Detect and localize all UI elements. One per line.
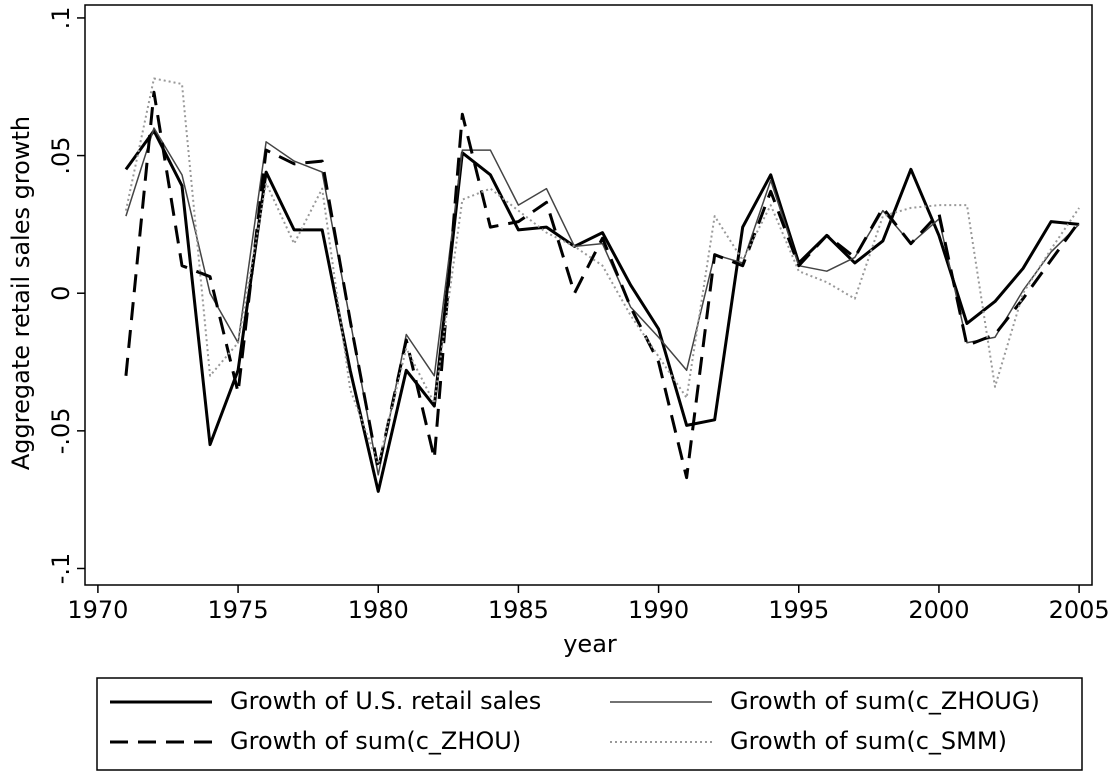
x-tick-label: 1975 — [208, 596, 269, 624]
x-axis-label: year — [563, 630, 617, 658]
x-tick-label: 1980 — [348, 596, 409, 624]
legend-label: Growth of sum(c_ZHOU) — [230, 727, 521, 755]
x-tick-label: 1985 — [488, 596, 549, 624]
y-tick-label: -.1 — [47, 553, 75, 585]
x-tick-label: 1990 — [628, 596, 689, 624]
legend-box — [96, 677, 1083, 771]
y-axis-label: Aggregate retail sales growth — [7, 116, 35, 470]
legend-label: Growth of U.S. retail sales — [230, 687, 541, 715]
y-tick-label: 0 — [47, 286, 75, 301]
x-tick-label: 2000 — [908, 596, 969, 624]
y-tick-label: .05 — [47, 136, 75, 174]
y-tick-label: .1 — [47, 6, 75, 29]
series-line — [124, 77, 1080, 465]
series-line — [125, 127, 1080, 476]
plot-frame — [84, 4, 1093, 586]
series-line — [124, 129, 1080, 493]
y-tick-label: -.05 — [47, 407, 75, 454]
x-tick-label: 1970 — [67, 596, 128, 624]
series-line — [124, 90, 1081, 480]
legend-label: Growth of sum(c_SMM) — [730, 727, 1007, 755]
legend-label: Growth of sum(c_ZHOUG) — [730, 687, 1040, 715]
x-tick-label: 1995 — [768, 596, 829, 624]
x-tick-label: 2005 — [1049, 596, 1110, 624]
